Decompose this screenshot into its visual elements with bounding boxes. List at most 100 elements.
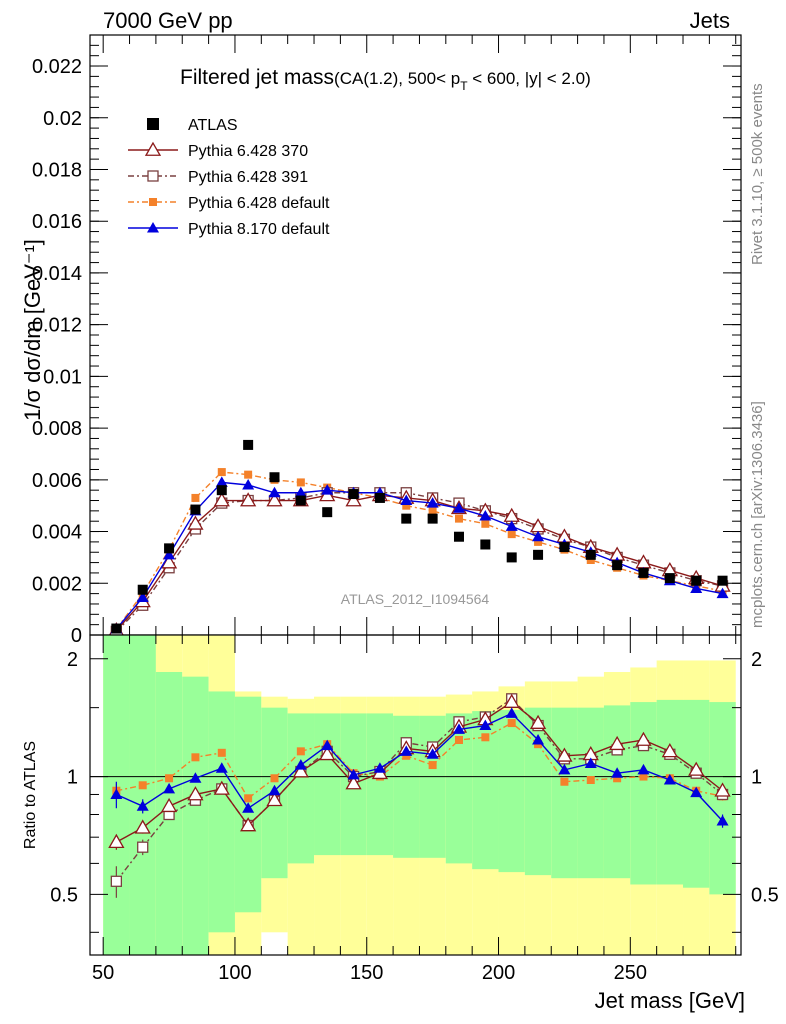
ratio-plot-frame	[89, 634, 742, 956]
ratio-point-p8def	[584, 757, 597, 768]
legend-marker-p391	[147, 170, 159, 182]
ratio-inner-band-bin	[630, 702, 657, 885]
main-x-ticks	[102, 35, 737, 635]
main-y-tick-label: 0.022	[32, 56, 82, 78]
data-point-p370	[187, 515, 204, 530]
ratio-point-p8def	[400, 745, 413, 756]
ratio-point-p6def	[191, 753, 200, 762]
ratio-point-p8def	[532, 734, 545, 745]
legend-marker-p6def	[149, 198, 157, 206]
data-point-p6def	[402, 501, 411, 510]
ratio-point-p370	[714, 782, 731, 797]
data-point-atlas	[137, 584, 148, 595]
ratio-point-p6def	[560, 777, 569, 786]
ratio-point-p8def	[558, 763, 571, 775]
data-point-p6def	[481, 519, 490, 528]
legend-marker-atlas	[147, 118, 159, 130]
data-point-atlas	[691, 575, 702, 586]
data-point-p370	[266, 492, 283, 507]
main-y-tick-label: 0.004	[32, 522, 82, 544]
analysis-watermark: ATLAS_2012_I1094564	[341, 591, 490, 607]
main-plot-panel: 0 0.002 0.004 0.006 0.008 0.01 0.012 0.014 0.016…	[32, 34, 742, 647]
legend-label-p8def: Pythia 8.170 default	[188, 221, 330, 238]
main-y-tick-label: 0.006	[32, 470, 82, 492]
data-point-p8def	[268, 486, 281, 498]
data-point-p6def	[244, 470, 253, 479]
ratio-point-p8def	[189, 772, 202, 783]
ratio-point-p8def	[215, 762, 228, 773]
ratio-point-p370	[503, 693, 520, 708]
ratio-point-p391	[110, 875, 123, 887]
data-point-p370	[240, 492, 257, 507]
mcplots-reference: mcplots.cern.ch [arXiv:1306.3436]	[749, 401, 766, 628]
plot-title: Filtered jet mass(CA(1.2), 500< pT < 600…	[180, 66, 591, 93]
data-point-atlas	[295, 495, 306, 506]
ratio-point-p370	[187, 786, 204, 801]
data-point-p8def	[426, 497, 439, 508]
ratio-inner-band-bin	[182, 676, 209, 955]
header-left: 7000 GeV pp	[103, 8, 233, 33]
ratio-point-p6def	[217, 748, 226, 757]
data-point-p6def	[507, 530, 516, 539]
ratio-point-p370	[292, 763, 309, 778]
ratio-point-p8def	[426, 748, 439, 759]
plot-title-sub: (CA(1.2), 500< p	[334, 69, 460, 88]
ratio-point-p8def	[268, 784, 281, 796]
ratio-point-p370	[635, 731, 652, 746]
data-point-atlas	[322, 507, 333, 518]
rivet-version: Rivet 3.1.10, ≥ 500k events	[749, 83, 766, 265]
ratio-point-p370	[529, 714, 547, 729]
x-tick-label: 100	[218, 962, 251, 984]
ratio-y-tick-label: 0.5	[50, 884, 78, 906]
data-point-atlas	[533, 549, 544, 560]
ratio-point-p8def	[321, 739, 334, 751]
data-point-p6def	[586, 556, 595, 564]
x-tick-label: 150	[350, 962, 383, 984]
data-point-p8def	[505, 520, 518, 531]
ratio-point-p8def	[452, 723, 465, 734]
ratio-y-tick-label-right: 2	[751, 649, 762, 671]
data-point-p8def	[452, 502, 465, 513]
ratio-inner-band-bin	[208, 691, 235, 933]
ratio-inner-band-bin	[603, 705, 631, 879]
x-tick-label: 200	[482, 962, 515, 984]
main-y-tick-label: 0.008	[32, 418, 82, 440]
data-point-atlas	[427, 513, 438, 524]
ratio-plot-panel: 0.5 0.5 1 1 2 2 50 100 150 200 250	[50, 634, 779, 984]
ratio-inner-band-bin	[577, 707, 604, 879]
plot-title-sub-rest: < 600, |y| < 2.0)	[468, 69, 591, 88]
data-point-atlas	[612, 560, 623, 571]
ratio-point-p370	[240, 817, 257, 832]
data-point-atlas	[453, 531, 464, 542]
plot-title-sub-T: T	[460, 79, 468, 93]
ratio-point-p8def	[347, 768, 360, 780]
ratio-point-p8def	[136, 800, 149, 811]
ratio-y-tick-label-right: 1	[751, 767, 762, 789]
ratio-inner-band-bin	[524, 707, 552, 876]
data-point-atlas	[585, 549, 596, 560]
main-y-tick-label: 0	[71, 625, 82, 647]
ratio-point-p8def	[110, 788, 123, 799]
x-tick-label: 250	[614, 962, 647, 984]
main-y-axis-label: 1/σ dσ/dm [GeV⁻¹]	[20, 239, 45, 421]
data-point-atlas	[111, 623, 122, 634]
data-point-p8def	[690, 582, 703, 593]
x-axis-label: Jet mass [GeV]	[595, 988, 745, 1013]
data-point-atlas	[374, 492, 385, 503]
ratio-point-p6def	[507, 719, 516, 728]
ratio-inner-band-bin	[393, 715, 420, 858]
ratio-point-p6def	[165, 774, 174, 783]
data-point-atlas	[559, 542, 570, 553]
main-plot-marks	[108, 439, 731, 638]
ratio-point-p8def	[294, 759, 307, 770]
ratio-point-p6def	[428, 761, 437, 770]
ratio-y-tick-label: 2	[67, 649, 78, 671]
data-point-p6def	[296, 478, 305, 487]
data-point-atlas	[269, 472, 280, 483]
ratio-point-p6def	[481, 733, 490, 742]
ratio-point-p370	[345, 775, 362, 790]
ratio-point-p6def	[639, 772, 648, 781]
ratio-x-axis: 50 100 150 200 250	[92, 635, 737, 984]
data-point-atlas	[190, 504, 201, 515]
